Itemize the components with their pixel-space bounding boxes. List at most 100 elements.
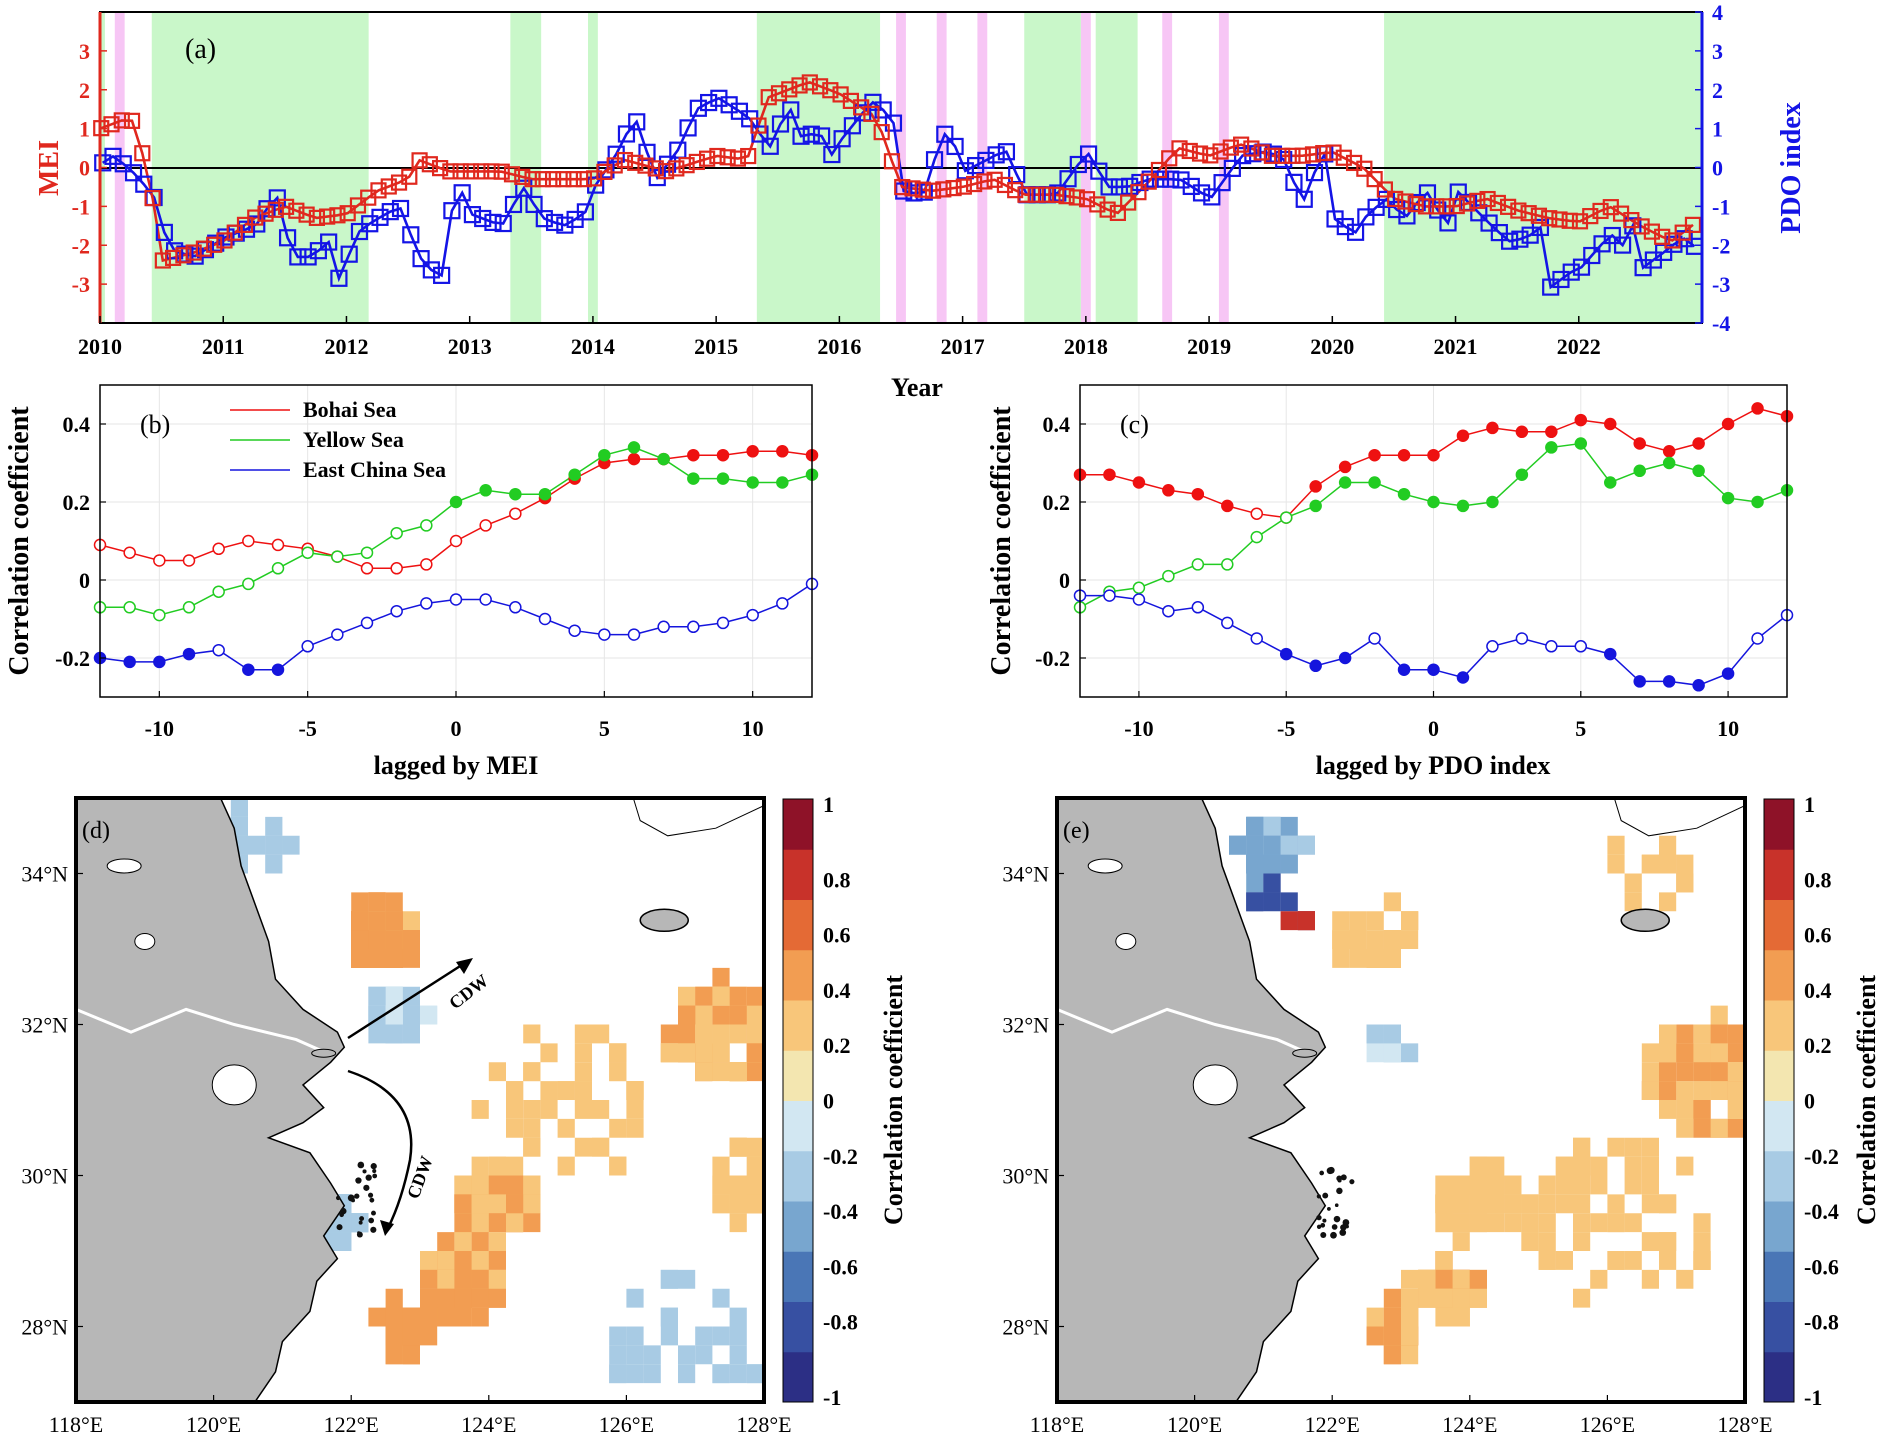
colorbar-frame bbox=[782, 798, 814, 1403]
pdo-marker bbox=[535, 210, 553, 228]
correlation-cell bbox=[746, 1156, 764, 1176]
correlation-cell bbox=[1521, 1194, 1539, 1214]
y-tick-label: -1 bbox=[72, 194, 90, 219]
correlation-cell bbox=[471, 1100, 489, 1119]
correlation-cell bbox=[1418, 1269, 1436, 1289]
data-point bbox=[1751, 402, 1764, 415]
data-point bbox=[538, 487, 552, 501]
pdo-marker bbox=[433, 266, 451, 284]
pdo-marker bbox=[751, 125, 769, 143]
colorbar-tick-label: 0.6 bbox=[823, 923, 851, 948]
mei-marker bbox=[1171, 140, 1188, 157]
island-dot bbox=[1327, 1166, 1335, 1174]
correlation-cell bbox=[506, 1081, 524, 1100]
pdo-marker bbox=[422, 261, 440, 279]
correlation-cell bbox=[1710, 1081, 1728, 1100]
correlation-cell bbox=[678, 1043, 696, 1063]
correlation-cell bbox=[506, 1213, 524, 1233]
mei-tick-labels: 3 2 1 0 -1 -2 -3 bbox=[72, 39, 107, 297]
colorbar-segment bbox=[783, 1301, 813, 1353]
mei-marker bbox=[1294, 147, 1311, 164]
mei-marker bbox=[1356, 160, 1373, 177]
data-point bbox=[598, 628, 611, 641]
pdo-marker bbox=[1121, 177, 1139, 195]
correlation-cell bbox=[1676, 1100, 1694, 1119]
correlation-cell bbox=[1246, 892, 1264, 912]
correlation-cell bbox=[1332, 949, 1350, 968]
correlation-cell bbox=[746, 1364, 764, 1384]
correlation-cell bbox=[1366, 1043, 1384, 1063]
correlation-cell bbox=[729, 1364, 747, 1384]
data-point bbox=[746, 445, 759, 458]
correlation-cell bbox=[1366, 911, 1384, 931]
correlation-cell bbox=[454, 1175, 472, 1195]
mei-marker bbox=[503, 166, 521, 183]
correlation-cell bbox=[1590, 1213, 1608, 1233]
data-point bbox=[1515, 632, 1529, 645]
correlation-cell bbox=[1263, 816, 1281, 836]
correlation-cell bbox=[1383, 1288, 1401, 1308]
data-point bbox=[123, 601, 136, 614]
correlation-cell bbox=[1246, 816, 1264, 836]
correlation-cell bbox=[1452, 1288, 1470, 1308]
data-point bbox=[1309, 659, 1322, 673]
mei-marker bbox=[904, 180, 921, 197]
pdo-marker bbox=[1562, 263, 1580, 281]
mei-marker bbox=[380, 178, 397, 195]
pdo-marker bbox=[700, 93, 718, 112]
island-dot bbox=[1337, 1178, 1342, 1183]
correlation-cell bbox=[1538, 1175, 1556, 1195]
mei-marker bbox=[195, 240, 213, 257]
mei-marker bbox=[257, 205, 274, 222]
correlation-cell bbox=[265, 816, 283, 836]
island-dot bbox=[1333, 1215, 1341, 1223]
correlation-cell bbox=[454, 1251, 472, 1270]
correlation-cell bbox=[402, 930, 420, 949]
correlation-cell bbox=[282, 835, 300, 855]
correlation-cell bbox=[1573, 1232, 1591, 1251]
mei-marker bbox=[123, 112, 141, 129]
data-point bbox=[242, 577, 255, 591]
mei-marker bbox=[781, 81, 798, 98]
correlation-cell bbox=[626, 1288, 644, 1308]
correlation-cell bbox=[729, 1307, 747, 1327]
correlation-cell bbox=[351, 892, 369, 912]
correlation-cell bbox=[1332, 930, 1350, 949]
colorbar-segment bbox=[1764, 1251, 1794, 1302]
correlation-cell bbox=[609, 1345, 627, 1365]
mei-marker bbox=[555, 171, 572, 188]
pdo-marker bbox=[1603, 226, 1621, 245]
correlation-cell bbox=[402, 949, 420, 968]
pdo-marker bbox=[278, 229, 297, 247]
legend: Bohai Sea Yellow Sea East China Sea bbox=[230, 397, 446, 482]
colorbar: 1 0.8 0.6 0.4 0.2 0 -0.2 -0.4 -0.6 -0.8 -1 bbox=[782, 792, 858, 1410]
correlation-cell bbox=[1607, 1251, 1625, 1270]
data-point bbox=[242, 663, 255, 676]
x-tick-label: 124°E bbox=[461, 1412, 516, 1437]
x-tick-label: 2022 bbox=[1557, 334, 1601, 359]
pdo-marker bbox=[1090, 162, 1108, 180]
correlation-cell bbox=[437, 1232, 455, 1251]
data-point bbox=[1427, 448, 1440, 462]
x-tick-label: 126°E bbox=[599, 1412, 654, 1437]
mei-marker bbox=[1202, 147, 1219, 164]
correlation-cell bbox=[1693, 1043, 1711, 1063]
island-dot bbox=[1340, 1174, 1347, 1181]
panel-label: (b) bbox=[140, 410, 170, 439]
pdo-marker bbox=[823, 145, 841, 164]
island-dot bbox=[358, 1220, 363, 1225]
data-point bbox=[627, 452, 641, 466]
mei-marker bbox=[791, 77, 808, 94]
colorbar-segment bbox=[1764, 899, 1794, 951]
correlation-cell bbox=[1676, 873, 1694, 893]
data-point bbox=[1162, 569, 1175, 583]
correlation-cell bbox=[402, 1024, 420, 1044]
data-point bbox=[1309, 499, 1322, 513]
correlation-cells bbox=[213, 798, 764, 1384]
data-point bbox=[1574, 437, 1588, 450]
data-point bbox=[1633, 675, 1646, 688]
mei-marker bbox=[1058, 188, 1075, 205]
correlation-cell bbox=[712, 1024, 730, 1044]
correlation-cell bbox=[1280, 816, 1298, 836]
correlation-cell bbox=[506, 1175, 524, 1195]
